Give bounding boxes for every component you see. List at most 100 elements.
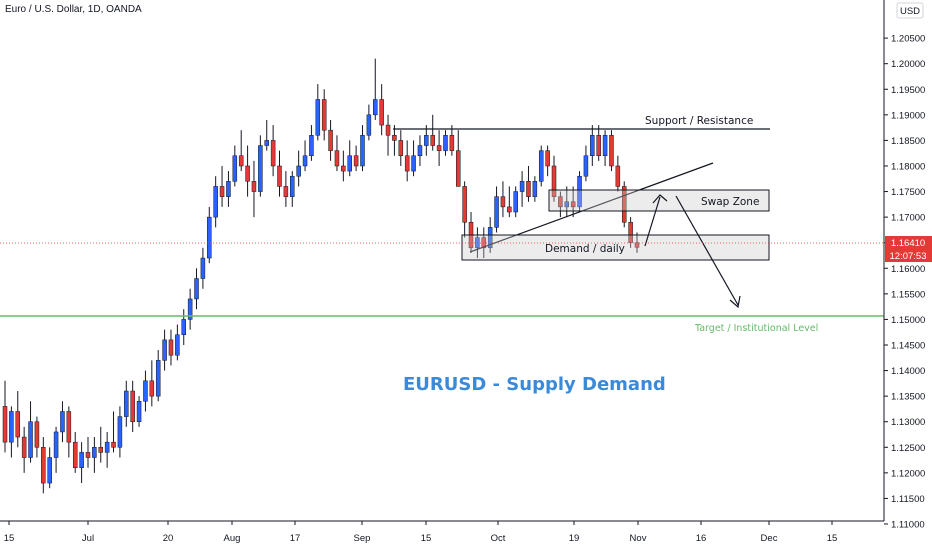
candle[interactable] <box>207 206 212 264</box>
candle[interactable] <box>194 268 199 310</box>
candle[interactable] <box>92 437 97 473</box>
demand-zone-box[interactable] <box>461 234 770 261</box>
candle[interactable] <box>360 125 365 172</box>
candle[interactable] <box>379 84 384 136</box>
candle[interactable] <box>155 350 161 402</box>
candle[interactable] <box>28 401 33 463</box>
candle[interactable] <box>315 84 321 141</box>
candle[interactable] <box>621 181 627 228</box>
candle[interactable] <box>296 150 301 187</box>
candle[interactable] <box>251 160 257 218</box>
candle[interactable] <box>513 186 518 218</box>
candle[interactable] <box>532 176 538 202</box>
time-axis[interactable]: 15 Jul 20 Aug 17 Sep 15 Oct 19 Nov 16 Dec 15 <box>4 521 838 544</box>
candle[interactable] <box>200 247 206 289</box>
candle[interactable] <box>577 171 582 213</box>
projection-up-arrow[interactable] <box>644 196 661 247</box>
candle[interactable] <box>124 380 129 427</box>
candle[interactable] <box>302 140 308 172</box>
candle[interactable] <box>538 145 544 187</box>
currency-badge[interactable] <box>896 2 924 19</box>
candle[interactable] <box>551 155 557 202</box>
candle[interactable] <box>21 426 27 473</box>
candle[interactable] <box>283 171 289 207</box>
candle[interactable] <box>430 114 435 151</box>
candle[interactable] <box>353 145 359 172</box>
candle[interactable] <box>219 165 225 207</box>
candle[interactable] <box>443 130 448 156</box>
candle[interactable] <box>187 288 193 330</box>
candle[interactable] <box>258 135 263 197</box>
candle[interactable] <box>98 426 104 463</box>
candle[interactable] <box>111 411 116 453</box>
candle[interactable] <box>309 125 314 161</box>
candle[interactable] <box>60 401 65 443</box>
candle[interactable] <box>149 360 155 407</box>
candle[interactable] <box>609 130 614 172</box>
candle[interactable] <box>334 135 340 172</box>
candle[interactable] <box>72 431 78 473</box>
candle[interactable] <box>270 125 276 177</box>
candle[interactable] <box>53 426 59 473</box>
candle[interactable] <box>436 130 442 166</box>
candle[interactable] <box>417 135 423 166</box>
candle[interactable] <box>398 130 404 166</box>
candle[interactable] <box>519 171 525 207</box>
candle[interactable] <box>290 171 295 207</box>
candle[interactable] <box>449 125 455 156</box>
candle[interactable] <box>168 329 174 366</box>
candle[interactable] <box>66 406 72 458</box>
candle[interactable] <box>79 442 84 484</box>
candle[interactable] <box>9 406 14 458</box>
candle[interactable] <box>596 125 601 161</box>
candle[interactable] <box>462 181 467 238</box>
candle[interactable] <box>85 437 91 468</box>
candle[interactable] <box>558 191 563 218</box>
candle[interactable] <box>226 171 231 207</box>
candle[interactable] <box>494 186 499 233</box>
candle[interactable] <box>321 89 327 141</box>
candle[interactable] <box>404 140 410 182</box>
candle[interactable] <box>373 58 378 120</box>
candle[interactable] <box>264 119 269 151</box>
candle[interactable] <box>47 447 52 489</box>
candle[interactable] <box>526 165 531 202</box>
candle[interactable] <box>615 155 621 192</box>
candle[interactable] <box>545 145 550 177</box>
candle[interactable] <box>15 391 21 448</box>
candle[interactable] <box>590 125 595 166</box>
candle[interactable] <box>500 181 506 218</box>
candle[interactable] <box>328 119 333 161</box>
candle[interactable] <box>104 431 110 468</box>
candle[interactable] <box>570 186 576 218</box>
candle[interactable] <box>245 145 250 197</box>
candle[interactable] <box>424 125 429 156</box>
candle[interactable] <box>213 176 218 228</box>
candle[interactable] <box>143 370 148 412</box>
candle[interactable] <box>392 125 397 156</box>
candle[interactable] <box>277 150 282 197</box>
candle[interactable] <box>366 104 372 141</box>
candle[interactable] <box>162 329 167 371</box>
candle[interactable] <box>583 145 589 182</box>
candle[interactable] <box>602 130 608 166</box>
candle[interactable] <box>175 324 180 361</box>
price-axis[interactable]: 1.20500 1.20000 1.19500 1.19000 1.18500 1.180… <box>884 34 925 531</box>
candle[interactable] <box>456 130 461 187</box>
candle[interactable] <box>2 380 8 453</box>
candle[interactable] <box>564 186 570 218</box>
trend-line[interactable] <box>469 162 714 253</box>
candle[interactable] <box>130 380 135 432</box>
candle[interactable] <box>232 145 238 187</box>
candle[interactable] <box>347 140 352 177</box>
candle[interactable] <box>385 114 391 156</box>
candle[interactable] <box>411 140 416 177</box>
candle[interactable] <box>41 437 46 494</box>
candle[interactable] <box>117 406 123 458</box>
projection-down-arrow[interactable] <box>675 195 739 306</box>
candle[interactable] <box>341 150 346 182</box>
candle[interactable] <box>34 416 40 458</box>
candle[interactable] <box>507 186 512 218</box>
candle[interactable] <box>238 130 244 172</box>
